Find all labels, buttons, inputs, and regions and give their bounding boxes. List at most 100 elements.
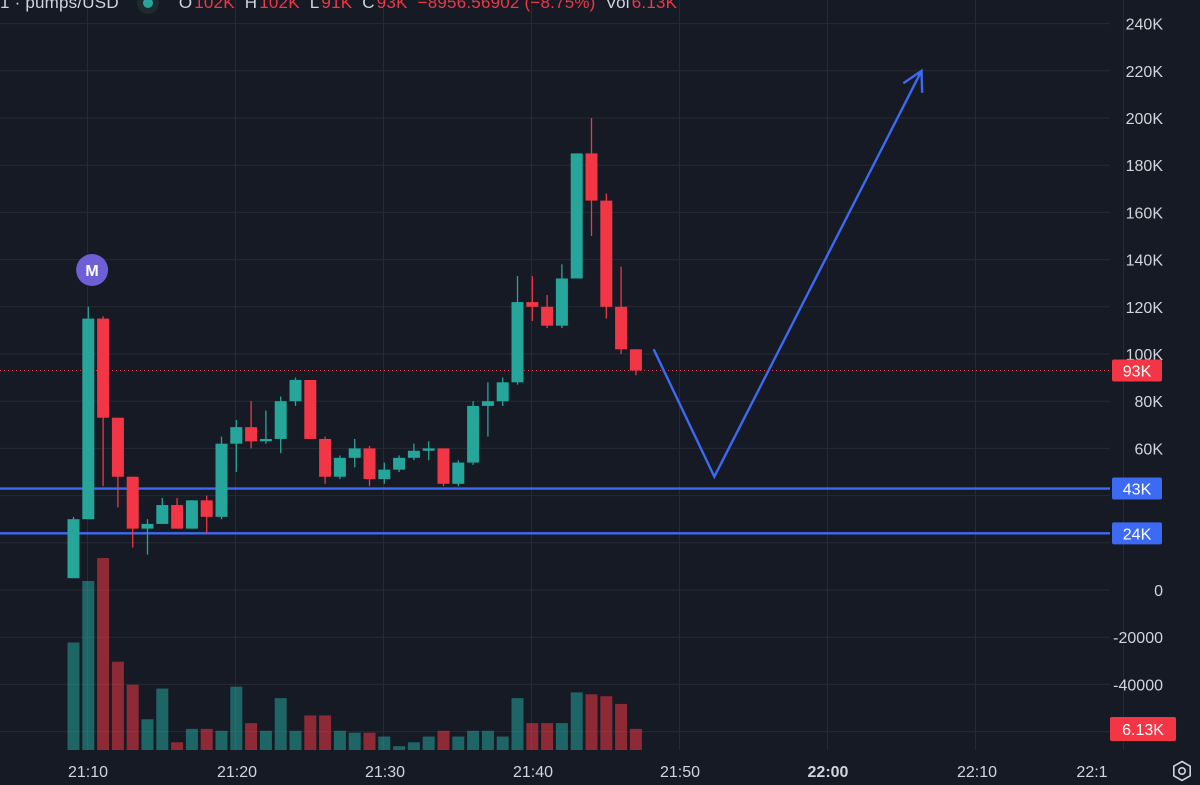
volume-bar xyxy=(245,723,258,750)
volume-bar xyxy=(511,698,524,750)
candle-body xyxy=(407,450,420,458)
candle-body xyxy=(185,500,198,529)
candle-body xyxy=(629,349,642,371)
time-tick-label: 22:10 xyxy=(957,764,997,781)
volume-bar xyxy=(156,688,169,750)
price-tick-label: 80K xyxy=(1135,394,1164,411)
volume-bar xyxy=(467,730,480,750)
trend-drawing[interactable] xyxy=(652,68,924,480)
high-label: H xyxy=(244,0,258,12)
last-price-tag-bg xyxy=(1112,359,1162,382)
volume-label: Vol xyxy=(605,0,630,12)
candle-body xyxy=(585,153,598,201)
volume-bar xyxy=(185,728,198,750)
volume-bar xyxy=(82,581,95,750)
price-axis[interactable]: 240K220K200K180K160K140K120K100K80K60K0-… xyxy=(1113,17,1163,695)
candle-body xyxy=(333,457,346,477)
line-price-tag-bg xyxy=(1112,477,1162,500)
price-tick-label: 140K xyxy=(1126,253,1164,270)
volume-bars xyxy=(67,558,642,750)
price-tick-label: 220K xyxy=(1126,64,1164,81)
candle-body xyxy=(496,382,509,402)
market-status-icon[interactable] xyxy=(136,0,159,14)
candle-body xyxy=(274,401,287,439)
volume-bar xyxy=(452,736,465,750)
volume-bar xyxy=(629,728,642,750)
marker-circle xyxy=(76,254,109,286)
candle-body xyxy=(289,379,302,402)
last-price-tag: 93K xyxy=(1123,364,1152,381)
candle-body xyxy=(200,500,213,517)
candle-body xyxy=(245,427,258,442)
price-tick-label: 200K xyxy=(1126,111,1164,128)
candle-body xyxy=(615,306,628,350)
candlesticks xyxy=(67,118,642,579)
volume-bar xyxy=(422,736,435,750)
time-tick-label: 21:40 xyxy=(513,764,553,781)
chart-settings-button[interactable] xyxy=(1170,759,1194,783)
volume-bar xyxy=(215,730,228,750)
candle-body xyxy=(156,505,169,524)
volume-bar xyxy=(585,694,598,750)
candle-body xyxy=(422,448,435,451)
open-value: 102K xyxy=(194,0,235,12)
volume-bar xyxy=(348,732,361,750)
trend-path xyxy=(652,70,923,480)
candle-body xyxy=(259,438,272,442)
candle-body xyxy=(215,443,228,517)
candle-body xyxy=(526,302,539,307)
volume-bar xyxy=(407,742,420,750)
marker-label: M xyxy=(85,263,98,280)
candle-body xyxy=(467,405,480,463)
horizontal-price-lines[interactable] xyxy=(0,487,1110,535)
volume-bar xyxy=(526,723,539,750)
gear-icon xyxy=(1172,760,1192,782)
candle-body xyxy=(67,519,80,579)
candle-body xyxy=(348,448,361,458)
volume-bar xyxy=(319,715,332,750)
volume-bar xyxy=(555,723,568,750)
candle-body xyxy=(141,523,154,529)
marker-badge[interactable]: M xyxy=(76,254,109,286)
price-tick-label: -40000 xyxy=(1113,677,1163,694)
volume-bar xyxy=(378,736,391,750)
ohlc-legend: 1 · pumps/USD O 102K H 102K L 91K C 93K −895… xyxy=(0,0,687,14)
volume-bar xyxy=(126,684,139,750)
change-value: −8956.56902 (−8.75%) xyxy=(417,0,596,12)
candle-body xyxy=(111,417,124,477)
volume-bar xyxy=(67,642,80,750)
volume-bar xyxy=(200,728,213,750)
close-value: 93K xyxy=(376,0,408,12)
high-value: 102K xyxy=(259,0,300,12)
time-tick-label: 21:10 xyxy=(68,764,108,781)
line-price-tag: 43K xyxy=(1123,482,1152,499)
candle-body xyxy=(230,427,243,444)
low-label: L xyxy=(309,0,320,12)
candle-body xyxy=(452,462,465,484)
candle-body xyxy=(82,318,95,520)
time-tick-label: 21:20 xyxy=(217,764,257,781)
time-axis[interactable]: 21:10 21:20 21:30 21:40 21:50 22:00 22:10 22:1 xyxy=(68,764,1108,781)
volume-tag-bg xyxy=(1110,717,1176,741)
volume-bar xyxy=(289,730,302,750)
price-tags: 93K 43K 24K 6.13K xyxy=(1110,359,1176,741)
time-tick-label: 21:50 xyxy=(660,764,700,781)
price-tick-label: 60K xyxy=(1135,441,1164,458)
price-tick-label: 240K xyxy=(1126,17,1164,34)
volume-bar xyxy=(274,698,287,750)
volume-bar xyxy=(393,746,406,750)
volume-bar xyxy=(333,730,346,750)
price-tick-label: 160K xyxy=(1126,205,1164,222)
grid xyxy=(0,0,1124,750)
volume-bar xyxy=(496,736,509,750)
volume-bar xyxy=(304,715,317,750)
volume-value: 6.13K xyxy=(631,0,678,12)
time-tick-label: 21:30 xyxy=(365,764,405,781)
candle-body xyxy=(570,153,583,279)
candle-body xyxy=(97,318,110,418)
price-tick-label: 180K xyxy=(1126,158,1164,175)
price-tick-label: 120K xyxy=(1126,300,1164,317)
symbol-name[interactable]: 1 · pumps/USD xyxy=(0,0,119,12)
candle-body xyxy=(126,476,139,529)
